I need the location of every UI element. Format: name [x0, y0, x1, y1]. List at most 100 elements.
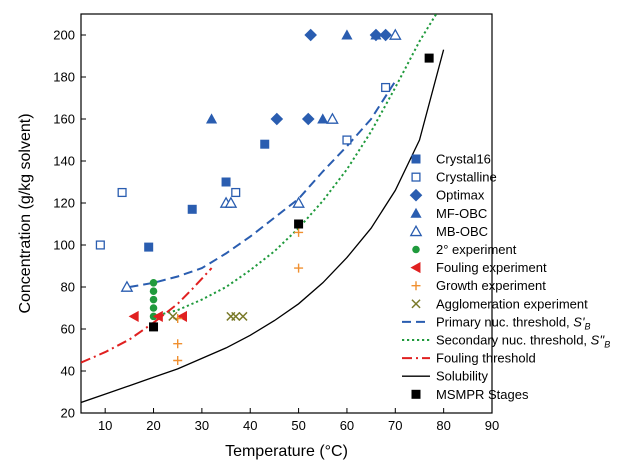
data-point-fouling-experiment [128, 310, 139, 322]
legend-item-growth-experiment: Growth experiment [411, 278, 546, 293]
x-tick-label: 10 [98, 418, 112, 433]
legend-label: Crystalline [436, 170, 497, 185]
x-tick-label: 70 [388, 418, 402, 433]
x-tick-label: 60 [340, 418, 354, 433]
y-tick-label: 120 [53, 196, 75, 211]
x-tick-label: 80 [436, 418, 450, 433]
data-point-crystalline [95, 240, 105, 250]
legend-swatch [411, 172, 421, 182]
legend-item-fouling-threshold: Fouling threshold [402, 351, 536, 366]
data-point-msmpr-stages [149, 322, 159, 332]
legend-swatch [411, 299, 421, 309]
y-tick-label: 20 [61, 406, 75, 421]
series-line-primary-nuc-threshold [129, 80, 397, 288]
data-point-fouling-experiment [176, 310, 188, 322]
legend-item-mf-obc: MF-OBC [410, 206, 487, 221]
legend-label: Fouling threshold [436, 351, 536, 366]
data-point-crystalline [381, 82, 391, 93]
legend-label: Agglomeration experiment [436, 296, 588, 311]
data-point-optimax [270, 112, 284, 126]
series-mb-obc-group [120, 28, 402, 292]
legend-item-mb-obc: MB-OBC [409, 224, 488, 239]
legend-swatch [410, 207, 422, 218]
x-tick-label: 30 [195, 418, 209, 433]
data-point-growth-experiment [173, 356, 183, 365]
legend-item-crystal16: Crystal16 [411, 152, 491, 167]
legend-item-agglomeration-experiment: Agglomeration experiment [411, 296, 588, 311]
series-agglomeration-experiment-group [168, 311, 248, 321]
y-tick-label: 100 [53, 238, 75, 253]
data-point-growth-experiment [294, 263, 304, 273]
data-point-fouling-experiment [152, 310, 163, 322]
data-point-mf-obc [341, 29, 353, 40]
series-msmpr-stages-group [149, 53, 434, 332]
legend-label: Crystal16 [436, 152, 491, 167]
legend-swatch [410, 262, 421, 274]
legend-label: Optimax [436, 188, 485, 203]
legend-item-secondary-nuc-threshold: Secondary nuc. threshold, S''B [402, 333, 610, 350]
x-tick-label: 90 [485, 418, 499, 433]
data-point-crystalline [117, 187, 127, 198]
data-point-mb-obc [120, 280, 134, 292]
legend-label: Solubility [436, 369, 489, 384]
legend-label: 2° experiment [436, 242, 517, 257]
legend-swatch [409, 188, 423, 202]
series-primary-nuc-threshold-group [129, 80, 397, 288]
data-point-optimax [301, 112, 315, 126]
series-line-fouling-threshold [81, 267, 213, 364]
data-point-crystalline [231, 187, 241, 198]
data-point-mb-obc [224, 196, 238, 208]
legend-label: MB-OBC [436, 224, 488, 239]
series-mf-obc-group [205, 29, 382, 124]
y-tick-label: 160 [53, 112, 75, 127]
y-tick-label: 180 [53, 70, 75, 85]
data-point-mb-obc [326, 112, 339, 124]
data-point-2-experiment [149, 287, 158, 295]
legend-swatch [409, 224, 423, 237]
y-tick-label: 60 [61, 322, 75, 337]
data-point-optimax [379, 28, 392, 42]
legend: Crystal16 Crystalline Optimax MF-OBC MB-OBC 2… [402, 152, 610, 402]
data-point-mb-obc [292, 196, 305, 208]
x-axis-title: Temperature (°C) [225, 443, 348, 460]
y-tick-label: 140 [53, 154, 75, 169]
x-tick-label: 20 [146, 418, 160, 433]
data-point-agglomeration-experiment [168, 311, 178, 321]
series-secondary-nuc-threshold-group [153, 14, 438, 318]
data-point-crystal16 [187, 204, 197, 214]
series-fouling-experiment-group [128, 310, 188, 322]
data-point-agglomeration-experiment [231, 311, 241, 321]
y-tick-label: 40 [61, 364, 75, 379]
data-point-crystal16 [260, 139, 270, 149]
data-point-msmpr-stages [424, 53, 434, 63]
data-point-2-experiment [149, 279, 158, 287]
axes: 10 20 30 40 50 60 70 80 90 20 40 60 80 100 120 140 160 18… [17, 13, 499, 460]
legend-label: Fouling experiment [436, 260, 547, 275]
legend-item-fouling-experiment: Fouling experiment [410, 260, 547, 275]
legend-swatch [411, 389, 421, 399]
legend-swatch [412, 245, 420, 254]
x-tick-label: 40 [243, 418, 257, 433]
legend-item-2-experiment: 2° experiment [412, 242, 517, 257]
series-crystalline-group [95, 82, 391, 250]
legend-item-crystalline: Crystalline [411, 170, 497, 185]
data-point-crystalline [342, 135, 352, 145]
legend-label: Growth experiment [436, 278, 546, 293]
legend-label: Secondary nuc. threshold, S''B [436, 333, 610, 350]
legend-swatch [411, 281, 421, 291]
legend-item-optimax: Optimax [409, 188, 485, 203]
legend-item-msmpr-stages: MSMPR Stages [411, 387, 529, 402]
series-solubility-group [81, 49, 445, 404]
series-line-secondary-nuc-threshold [153, 14, 438, 318]
data-point-agglomeration-experiment [238, 311, 248, 321]
series-fouling-threshold-group [81, 267, 213, 364]
legend-label: MSMPR Stages [436, 387, 529, 402]
data-point-growth-experiment [294, 227, 304, 237]
series-2-experiment-group [149, 279, 158, 321]
data-point-msmpr-stages [294, 219, 304, 229]
series-growth-experiment-group [173, 227, 304, 365]
data-marks [81, 14, 445, 404]
data-point-mf-obc [205, 113, 218, 124]
y-axis-title: Concentration (g/kg solvent) [17, 113, 34, 313]
